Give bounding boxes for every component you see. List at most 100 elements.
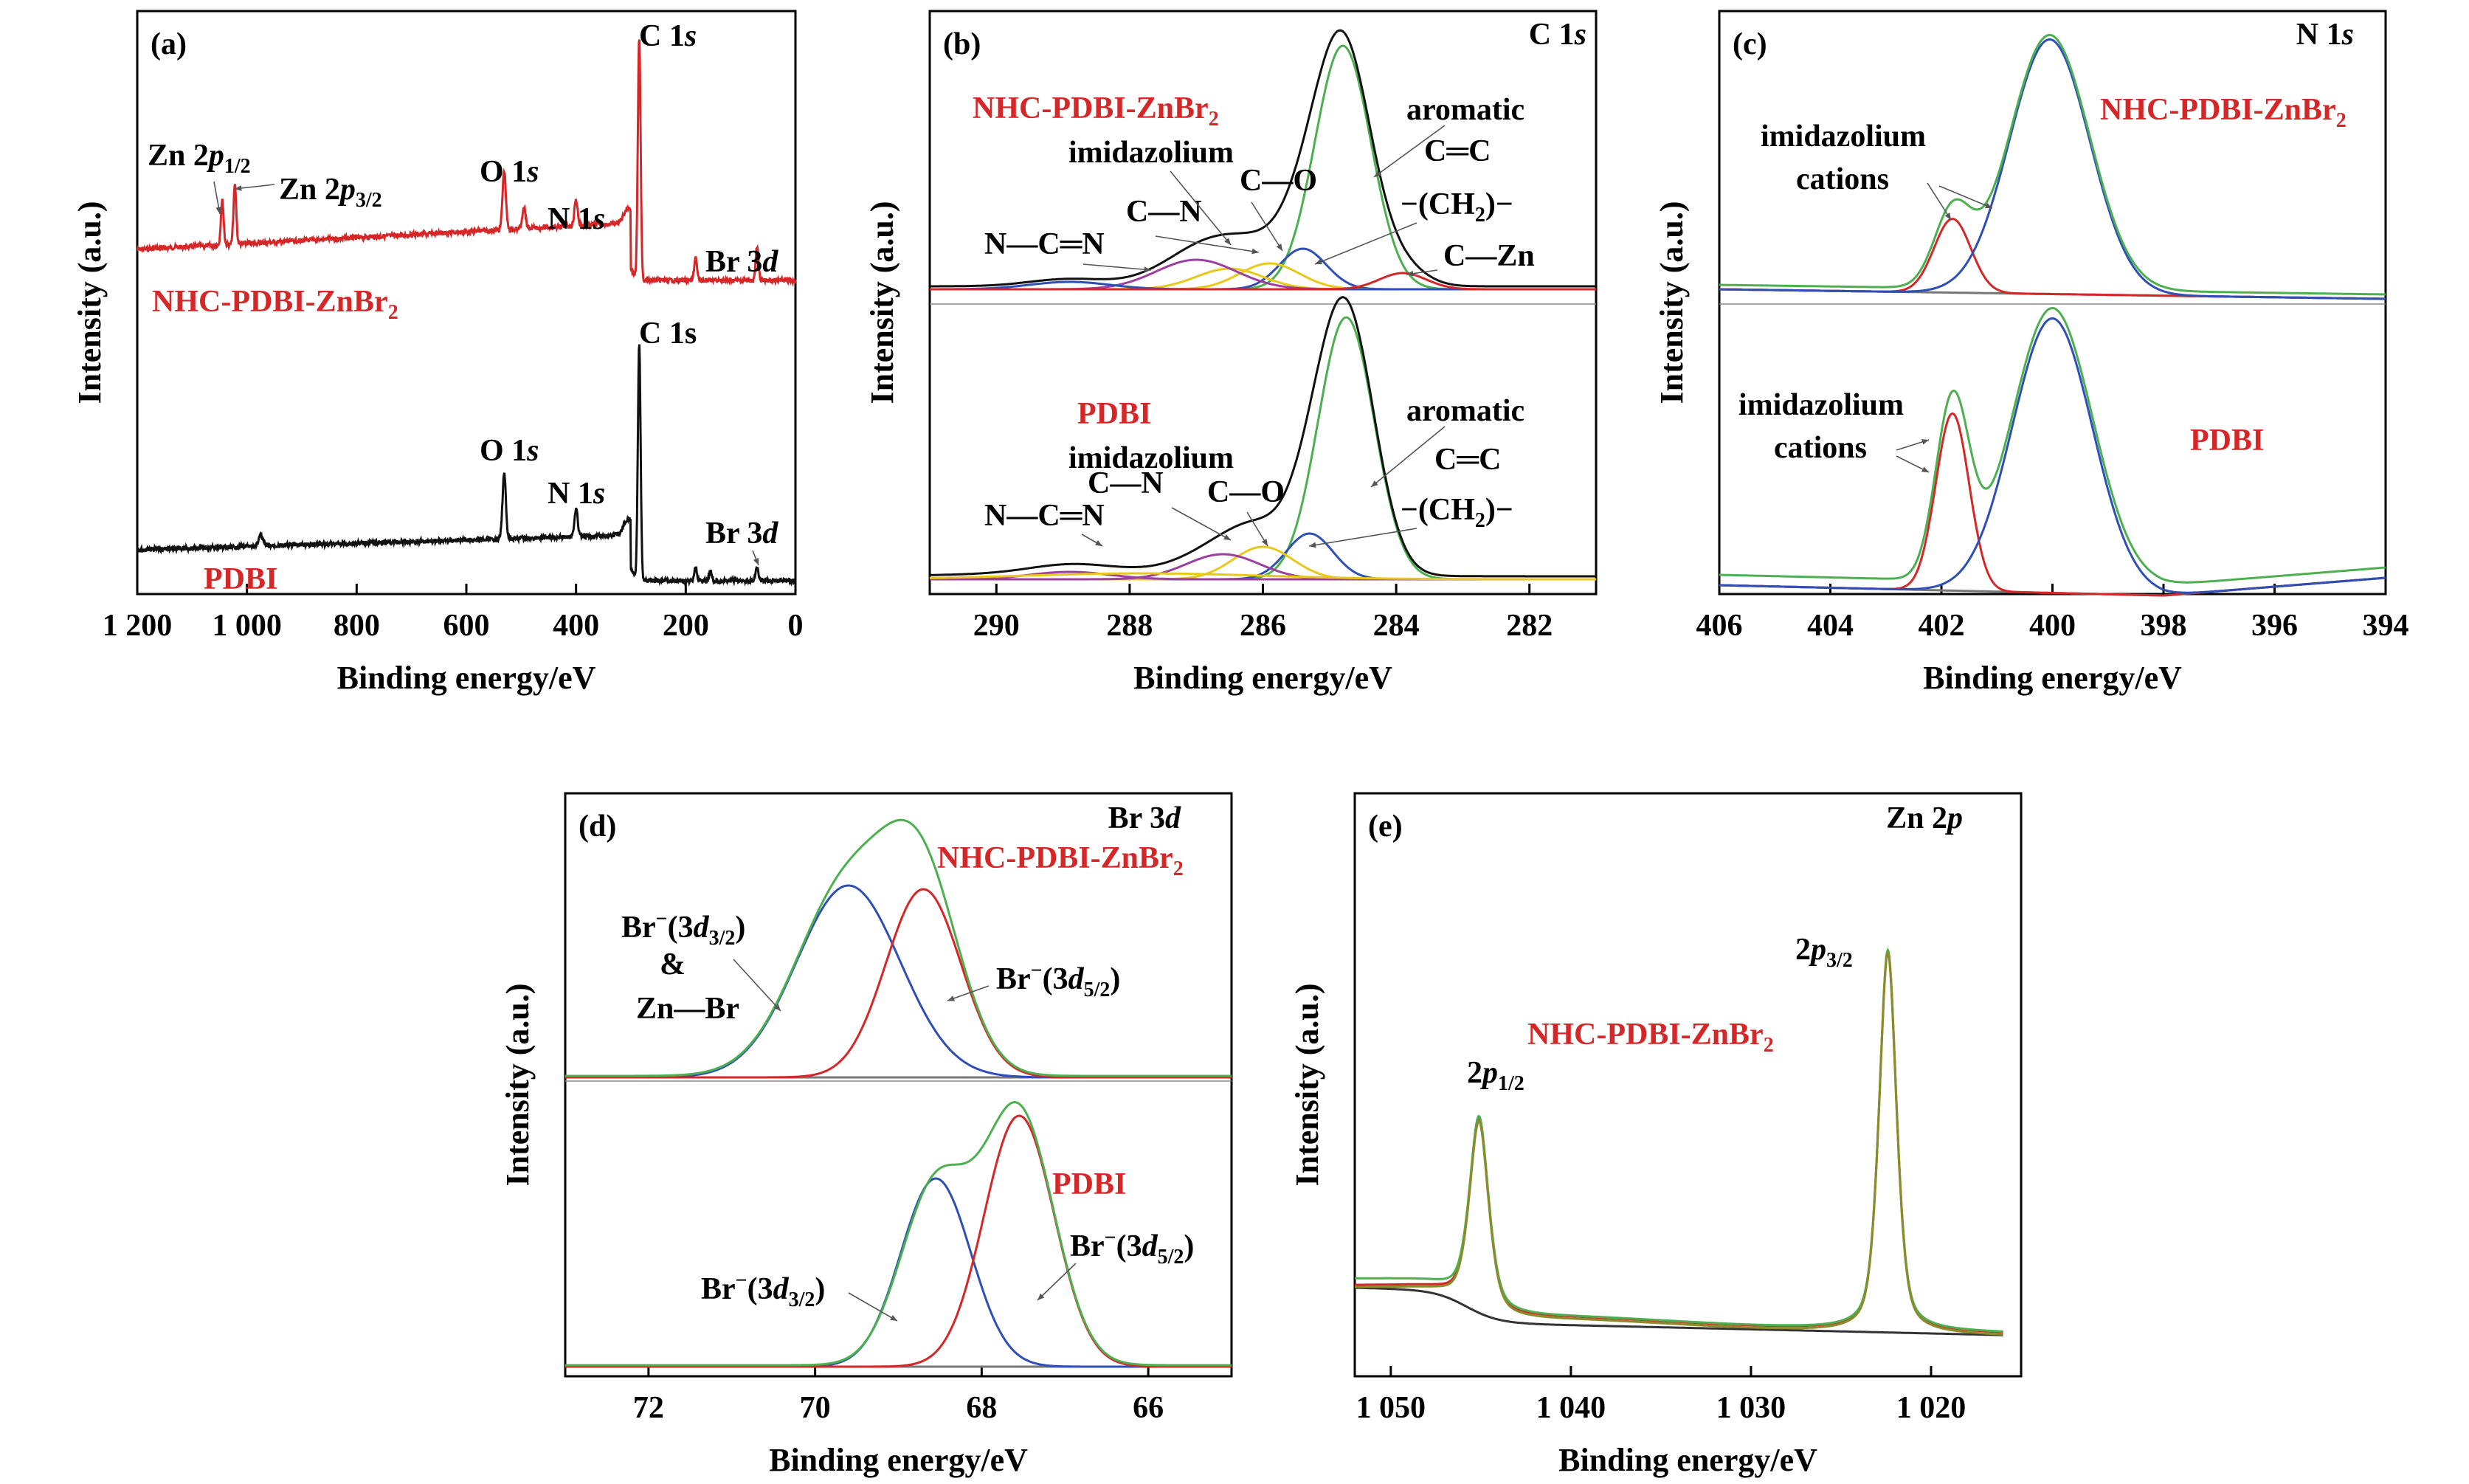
sample-label-top: NHC-PDBI-ZnBr2	[973, 92, 1219, 131]
x-tick-label: 1 030	[1716, 1391, 1786, 1425]
panel-d: 72 70 68 66 Binding energy/eV Intensity (a.u.…	[500, 792, 1233, 1478]
label-bottom-imidazolium: imidazolium	[1738, 388, 1904, 422]
pointer-head	[890, 1315, 897, 1321]
envelope-top	[930, 29, 1596, 288]
x-tick-label: 290	[973, 609, 1020, 643]
x-tick-label: 396	[2251, 609, 2298, 643]
pointer-line	[1314, 222, 1417, 265]
x-tick-label: 1 020	[1896, 1391, 1966, 1425]
panel-e: 1 050 1 040 1 030 1 020 Binding energy/eV Int…	[1289, 792, 2023, 1478]
pointer-line	[1370, 426, 1446, 488]
pointer-head	[1276, 244, 1282, 251]
annotation-c1s_top: C 1s	[639, 19, 697, 53]
envelope-bottom	[565, 1101, 1232, 1367]
x-tick-label: 286	[1240, 609, 1286, 643]
label-top-amp: &	[660, 948, 686, 981]
annotation-br3d_bot: Br 3d	[705, 517, 778, 551]
label-top-br3d32: Br−(3d3/2)	[621, 908, 745, 950]
y-axis-label: Intensity (a.u.)	[500, 983, 536, 1186]
pointer-line	[733, 959, 781, 1012]
x-tick-label: 404	[1807, 609, 1854, 643]
component-line-olive	[1355, 950, 2003, 1336]
pointer-head	[1037, 1293, 1045, 1300]
label-top-aromatic: aromatic	[1406, 93, 1524, 127]
sample-label-top: NHC-PDBI-ZnBr2	[2100, 93, 2347, 132]
label-bottom-br3d52: Br−(3d5/2)	[1070, 1226, 1194, 1269]
y-axis-label: Intensity (a.u.)	[1289, 983, 1325, 1186]
label-2p32: 2p3/2	[1795, 933, 1853, 972]
panel-tag: (d)	[579, 810, 616, 843]
x-tick-label: 398	[2141, 609, 2187, 643]
annotation-zn2p32: Zn 2p3/2	[279, 173, 382, 212]
x-tick-label: 402	[1919, 609, 1965, 643]
label-bottom-co: C—O	[1207, 475, 1285, 509]
series-line-nhc-pdbi-znbr2	[137, 39, 797, 287]
pointer-head	[1144, 266, 1151, 273]
x-axis-label: Binding energy/eV	[1558, 1442, 1817, 1478]
pointer-line	[1037, 1263, 1077, 1301]
label-bottom-imidazolium: imidazolium	[1068, 441, 1234, 475]
pointer-head	[215, 207, 222, 214]
panel-tag: (b)	[943, 27, 981, 61]
x-tick-label: 1 040	[1536, 1391, 1606, 1425]
x-tick-label: 1 050	[1356, 1391, 1426, 1425]
annotation-zn2p12: Zn 2p1/2	[148, 139, 251, 178]
pointer-head	[1371, 480, 1378, 487]
panel-tag: (a)	[151, 27, 187, 61]
component-top-main	[1719, 38, 2386, 300]
sample-label: NHC-PDBI-ZnBr2	[1527, 1018, 1774, 1057]
panel-title: C 1s	[1529, 18, 1586, 52]
annotation-c1s_bot: C 1s	[639, 317, 697, 351]
label-top-cn: C—N	[1126, 195, 1202, 229]
pointer-line	[1170, 170, 1232, 246]
legend-label-nhc-pdbi-znbr2: NHC-PDBI-ZnBr2	[152, 285, 398, 324]
panel-title: Br 3d	[1108, 801, 1181, 835]
label-bottom-cn: C—N	[1088, 466, 1164, 500]
x-axis-label: Binding energy/eV	[769, 1442, 1028, 1478]
pointer-head	[235, 185, 242, 191]
pointer-head	[773, 1004, 781, 1011]
pointer-line	[1938, 185, 1993, 209]
x-tick-label: 1 200	[103, 609, 173, 643]
label-top-ch2: −(CH2)−	[1401, 187, 1513, 227]
annotation-o1s_bot: O 1s	[480, 434, 539, 468]
label-bottom-cations: cations	[1774, 431, 1867, 465]
label-top-ncn: N—C═N	[984, 227, 1105, 261]
panel-tag: (c)	[1733, 27, 1767, 61]
background-line	[1354, 1286, 2003, 1336]
pointer-head	[1406, 270, 1414, 277]
label-bottom-cc: C═C	[1434, 443, 1501, 477]
pointer-head	[1224, 238, 1231, 245]
pointer-head	[1315, 258, 1322, 265]
pointer-line	[1155, 235, 1260, 253]
panel-tag: (e)	[1368, 810, 1403, 843]
x-tick-label: 200	[663, 609, 709, 643]
annotation-o1s_top: O 1s	[480, 155, 539, 189]
x-tick-label: 282	[1506, 609, 1553, 643]
annotation-n1s_bot: N 1s	[548, 477, 605, 511]
panel-title: Zn 2p	[1886, 801, 1963, 835]
panel-d-frame	[564, 792, 1233, 1378]
x-tick-label: 400	[553, 609, 599, 643]
x-tick-label: 284	[1373, 609, 1420, 643]
component-bottom-bg-yellow	[929, 572, 1596, 581]
pointer-head	[1374, 170, 1381, 177]
y-axis-label: Intensity (a.u.)	[864, 201, 900, 404]
pointer-line	[1171, 507, 1232, 541]
label-bottom-ch2: −(CH2)−	[1401, 493, 1513, 532]
pointer-head	[1251, 248, 1259, 255]
label-top-cations: cations	[1796, 162, 1889, 196]
label-top-br3d52: Br−(3d5/2)	[996, 959, 1120, 1001]
x-tick-label: 288	[1106, 609, 1153, 643]
pointer-head	[1921, 466, 1929, 472]
envelope-line	[1355, 947, 2003, 1333]
pointer-line	[1308, 528, 1417, 547]
pointer-head	[753, 558, 759, 565]
envelope-top	[1719, 33, 2386, 296]
x-tick-label: 600	[443, 609, 490, 643]
pointer-line	[1373, 125, 1446, 178]
component-top-c-zn	[930, 272, 1596, 291]
pointer-line	[848, 1292, 898, 1322]
label-top-czn: C—Zn	[1443, 239, 1535, 273]
